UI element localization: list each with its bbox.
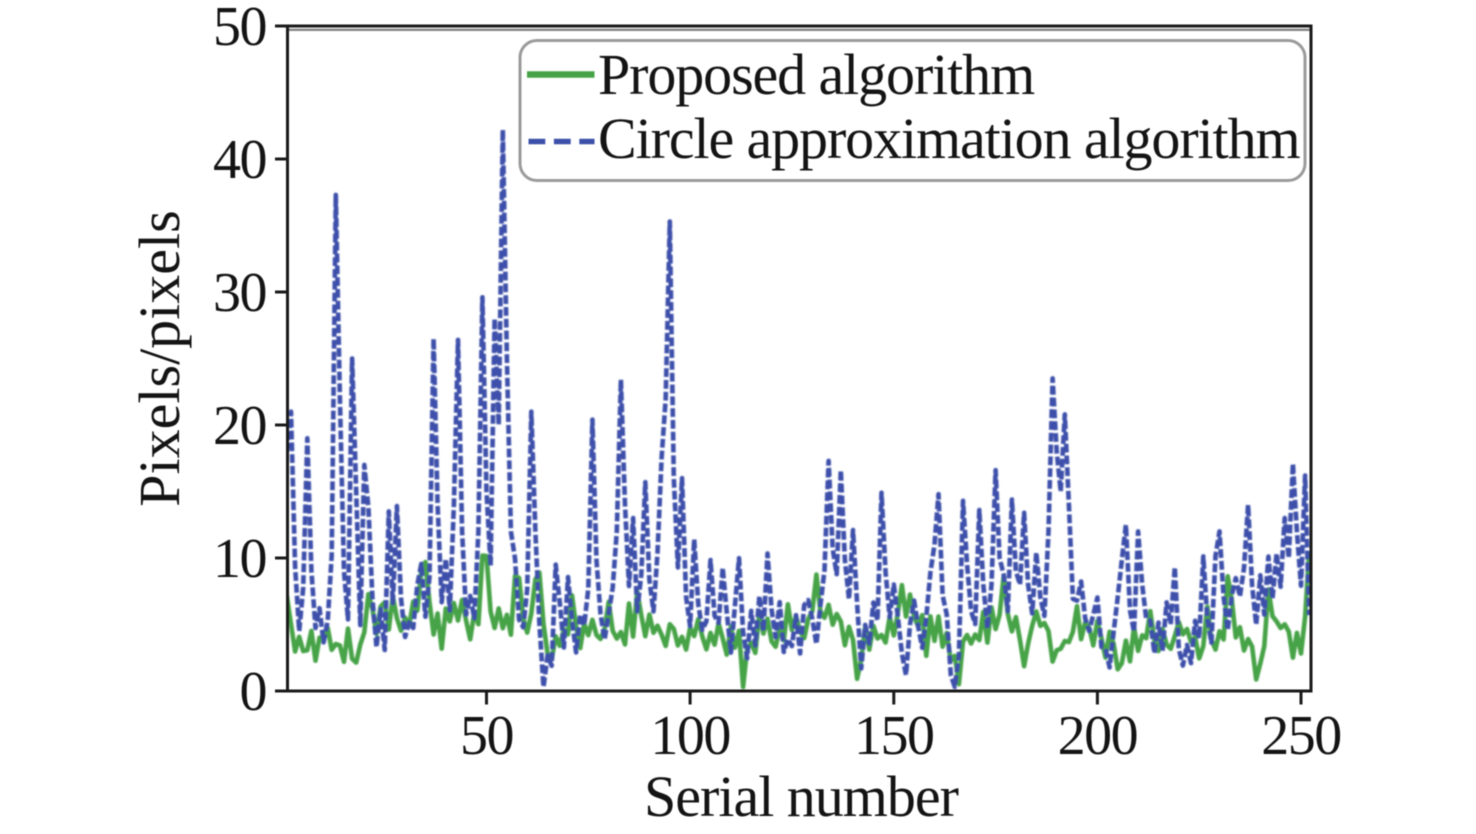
svg-text:150: 150	[854, 705, 934, 767]
svg-text:100: 100	[650, 705, 730, 767]
svg-text:Proposed algorithm: Proposed algorithm	[598, 42, 1035, 107]
svg-text:0: 0	[240, 661, 267, 723]
svg-text:50: 50	[460, 705, 513, 767]
svg-text:30: 30	[213, 262, 266, 324]
svg-text:Circle approximation algorithm: Circle approximation algorithm	[598, 106, 1300, 171]
svg-text:20: 20	[213, 395, 266, 457]
svg-text:10: 10	[213, 528, 266, 590]
svg-text:40: 40	[213, 129, 266, 191]
svg-text:200: 200	[1058, 705, 1138, 767]
svg-text:50: 50	[213, 0, 266, 58]
svg-text:Pixels/pixels: Pixels/pixels	[127, 210, 192, 506]
svg-text:Serial number: Serial number	[644, 764, 959, 829]
svg-text:250: 250	[1261, 705, 1341, 767]
